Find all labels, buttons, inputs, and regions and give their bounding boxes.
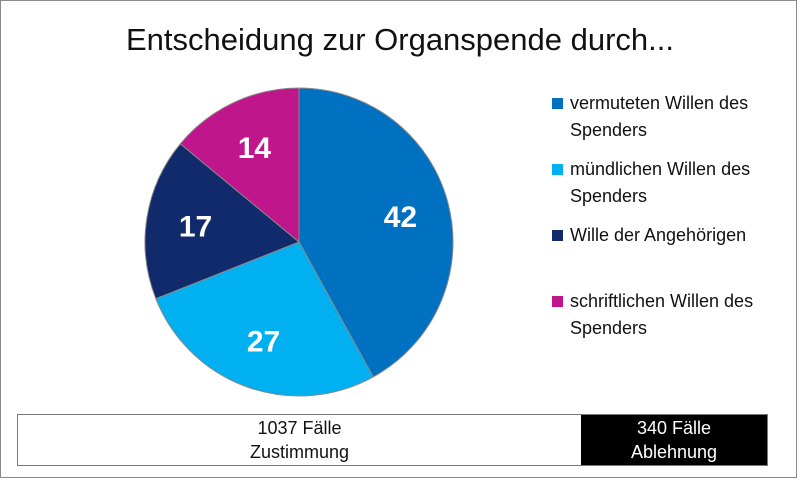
legend-item: mündlichen Willen des Spenders xyxy=(550,156,780,222)
legend-swatch xyxy=(552,98,563,109)
legend-label: vermuteten Willen des Spenders xyxy=(570,93,749,140)
legend: vermuteten Willen des Spenders mündliche… xyxy=(550,90,780,354)
pie-slice xyxy=(144,143,300,300)
legend-item: schriftlichen Willen des Spenders xyxy=(550,288,780,354)
ablehnung-count: 340 Fälle xyxy=(636,418,712,438)
data-label: 42 xyxy=(384,201,417,234)
legend-item: vermuteten Willen des Spenders xyxy=(550,90,780,156)
zustimmung-label: Zustimmung xyxy=(249,442,350,462)
pie-slice xyxy=(179,87,300,244)
ablehnung-segment: 340 Fälle Ablehnung xyxy=(581,415,767,465)
legend-swatch xyxy=(552,164,563,175)
data-label: 17 xyxy=(179,211,212,244)
pie-slice xyxy=(298,87,454,378)
legend-swatch xyxy=(552,230,563,241)
data-label: 27 xyxy=(247,326,280,359)
zustimmung-count: 1037 Fälle xyxy=(257,418,342,438)
chart-title: Entscheidung zur Organspende durch... xyxy=(125,22,674,57)
ablehnung-label: Ablehnung xyxy=(630,442,718,462)
legend-label: mündlichen Willen des Spenders xyxy=(570,159,751,206)
legend-item: Wille der Angehörigen xyxy=(550,222,780,288)
data-label: 14 xyxy=(238,132,272,165)
legend-label: Wille der Angehörigen xyxy=(570,225,747,245)
decision-summary-bar: 1037 Fälle Zustimmung 340 Fälle Ablehnun… xyxy=(17,414,768,466)
pie-slice xyxy=(155,241,374,397)
zustimmung-segment: 1037 Fälle Zustimmung xyxy=(18,415,581,465)
legend-label: schriftlichen Willen des Spenders xyxy=(570,291,754,338)
legend-swatch xyxy=(552,296,563,307)
